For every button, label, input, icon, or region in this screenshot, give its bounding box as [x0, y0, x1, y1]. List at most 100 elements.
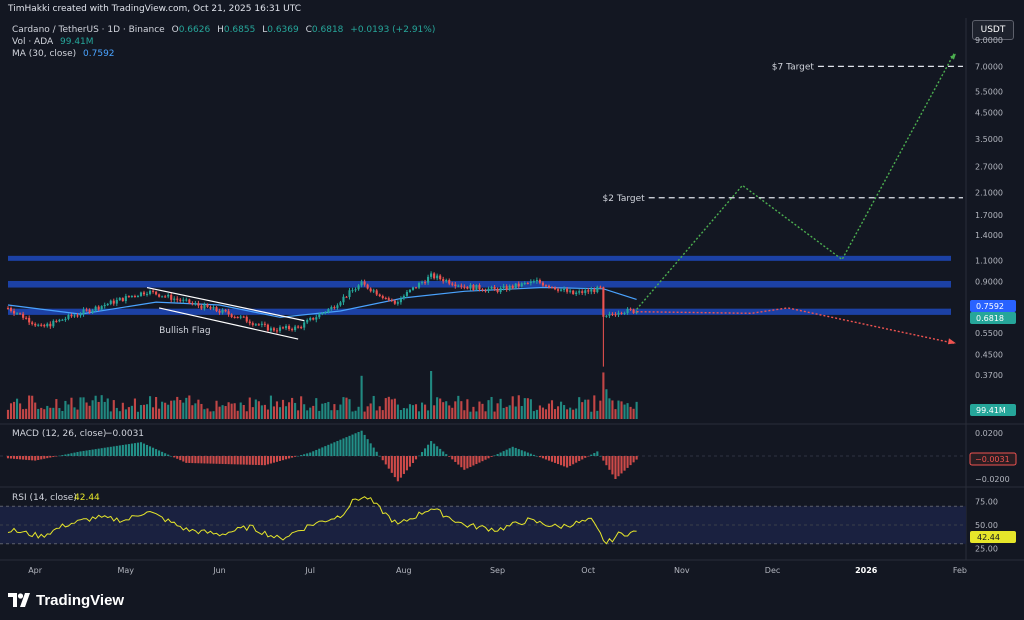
macd-bar — [475, 456, 478, 465]
candle — [288, 324, 291, 331]
volume-bar — [351, 411, 354, 419]
candle — [360, 279, 363, 288]
macd-bar — [306, 453, 309, 456]
candle-body — [493, 287, 496, 289]
macd-bar — [284, 456, 288, 460]
candle-body — [173, 298, 176, 300]
candle-body — [357, 285, 360, 290]
macd-bar — [393, 456, 396, 478]
ma30-line — [7, 286, 637, 318]
price-tick-label: 5.5000 — [975, 88, 1003, 97]
candle-body — [626, 308, 629, 313]
volume-bar — [427, 410, 430, 419]
volume-legend[interactable]: Vol · ADA 99.41M — [12, 36, 94, 48]
volume-bar — [517, 395, 520, 419]
candle — [445, 278, 448, 283]
candle-body — [215, 307, 218, 311]
candle-body — [121, 298, 124, 302]
macd-bar — [315, 449, 318, 456]
candle — [466, 286, 469, 290]
currency-button[interactable]: USDT — [972, 20, 1014, 40]
volume-bar — [58, 408, 61, 419]
candle-body — [360, 281, 363, 286]
candle-body — [260, 323, 263, 325]
candle-body — [109, 300, 112, 304]
candle — [569, 288, 572, 294]
volume-bar — [52, 407, 55, 419]
candle — [351, 287, 354, 293]
candle-body — [587, 290, 590, 292]
macd-bar — [269, 456, 272, 464]
macd-bar — [121, 444, 124, 456]
macd-bar — [632, 456, 635, 463]
volume-bar — [67, 404, 70, 419]
macd-bar — [514, 447, 517, 456]
tradingview-brand[interactable]: TradingView — [8, 590, 124, 610]
candle-body — [629, 308, 632, 310]
candle-body — [420, 282, 424, 284]
volume-bar — [569, 407, 572, 419]
candle — [164, 294, 167, 298]
macd-bar — [584, 456, 587, 458]
candle — [424, 279, 427, 285]
candle — [31, 320, 34, 326]
macd-bar — [64, 454, 67, 456]
symbol-legend: Cardano / TetherUS · 1D · Binance O0.662… — [12, 25, 436, 35]
macd-bar — [182, 456, 185, 462]
candle — [191, 301, 194, 306]
macd-bar — [596, 451, 599, 456]
volume-bar — [79, 397, 82, 419]
volume-bar — [514, 406, 517, 419]
candle-body — [553, 287, 557, 290]
macd-bar — [472, 456, 475, 466]
candle — [257, 323, 260, 326]
symbol-label[interactable]: Cardano / TetherUS · 1D · Binance — [12, 25, 165, 35]
volume-bar — [442, 402, 445, 419]
candle-body — [596, 286, 599, 293]
macd-bar — [97, 448, 100, 456]
volume-bar — [152, 407, 155, 419]
macd-bar — [324, 446, 327, 456]
ma-legend[interactable]: MA (30, close) 0.7592 — [12, 48, 115, 60]
volume-bar — [25, 408, 28, 419]
volume-bar — [55, 399, 58, 419]
macd-bar — [76, 452, 79, 456]
candle — [581, 289, 584, 295]
candle-body — [381, 296, 384, 299]
candle-body — [369, 288, 372, 292]
macd-bar — [563, 456, 566, 467]
candle-body — [544, 285, 548, 287]
macd-bar — [448, 456, 451, 457]
macd-bar — [390, 456, 393, 473]
macd-bar — [275, 456, 279, 462]
candle-body — [605, 315, 608, 317]
macd-bar — [478, 456, 481, 463]
candle — [254, 323, 257, 327]
rsi-badge-bg — [970, 531, 1016, 543]
macd-bar — [511, 446, 514, 456]
candle — [408, 288, 412, 293]
candle-body — [505, 286, 508, 290]
candle-body — [327, 309, 330, 313]
volume-bar — [475, 411, 478, 419]
candle-body — [70, 314, 73, 317]
macd-bar — [22, 456, 25, 460]
candle — [529, 279, 532, 286]
candle — [130, 295, 133, 298]
candle-body — [547, 285, 551, 288]
candle — [578, 289, 581, 295]
volume-bar — [16, 398, 19, 419]
volume-bar — [372, 395, 375, 419]
macd-bar — [200, 456, 203, 464]
candle — [28, 315, 31, 326]
rsi-badge: 42.44 — [970, 531, 1016, 543]
volume-bar — [148, 396, 152, 419]
volume-bar — [599, 400, 602, 419]
candle — [532, 279, 535, 284]
candle — [64, 316, 67, 322]
volume-bar — [164, 402, 167, 419]
candle — [155, 290, 158, 296]
candle — [179, 298, 182, 303]
volume-bar — [76, 409, 79, 419]
